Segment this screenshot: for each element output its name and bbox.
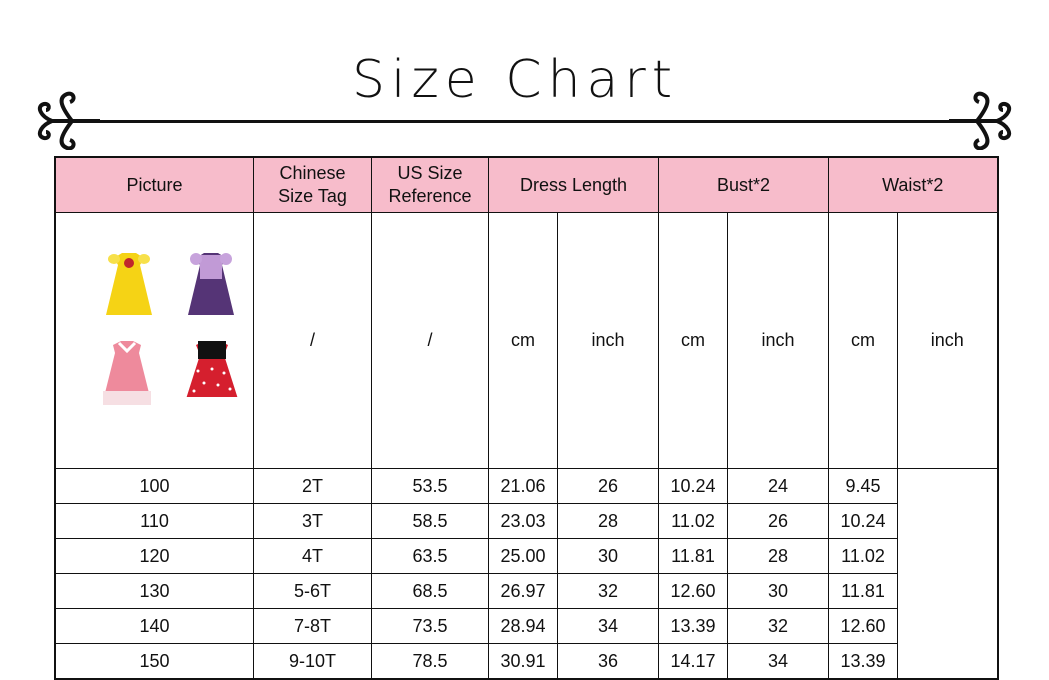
table-cell: 130 <box>54 573 254 609</box>
table-cell: 10.24 <box>658 468 728 504</box>
table-cell: 4T <box>253 538 372 574</box>
table-cell: 36 <box>557 643 659 680</box>
table-cell: 13.39 <box>828 643 898 680</box>
table-cell: 3T <box>253 503 372 539</box>
table-cell: 78.5 <box>371 643 489 680</box>
table-cell: 63.5 <box>371 538 489 574</box>
table-cell: 140 <box>54 608 254 644</box>
red-polka-dot-dress-image <box>186 341 238 405</box>
table-cell: 28 <box>727 538 829 574</box>
unit-cell: cm <box>828 212 898 469</box>
table-cell: 23.03 <box>488 503 558 539</box>
table-cell: 28.94 <box>488 608 558 644</box>
header-chinese-size-tag: Chinese Size Tag <box>253 156 372 213</box>
table-row: 100 2T 53.5 21.06 26 10.24 24 9.45 <box>54 468 998 504</box>
unit-cell: cm <box>658 212 728 469</box>
table-cell: 73.5 <box>371 608 489 644</box>
divider-line <box>95 120 955 123</box>
table-cell: 24 <box>727 468 829 504</box>
page-title: Size Chart <box>352 50 679 110</box>
table-row: 150 9-10T 78.5 30.91 36 14.17 34 13.39 <box>54 643 998 680</box>
table-cell: 34 <box>727 643 829 680</box>
header-bust: Bust*2 <box>658 156 829 213</box>
header-us-size-reference: US Size Reference <box>371 156 489 213</box>
table-row: 110 3T 58.5 23.03 28 11.02 26 10.24 <box>54 503 998 539</box>
table-cell: 14.17 <box>658 643 728 680</box>
table-cell: 25.00 <box>488 538 558 574</box>
unit-cell: inch <box>897 212 998 469</box>
table-cell: 30 <box>727 573 829 609</box>
table-cell: 11.81 <box>658 538 728 574</box>
table-cell: 100 <box>54 468 254 504</box>
header-row: Picture Chinese Size Tag US Size Referen… <box>54 156 998 213</box>
table-cell: 26 <box>727 503 829 539</box>
table-cell: 9.45 <box>828 468 898 504</box>
table-cell: 34 <box>557 608 659 644</box>
purple-dress-image <box>188 253 234 315</box>
unit-cell: inch <box>557 212 659 469</box>
table-cell: 30 <box>557 538 659 574</box>
yellow-dress-image <box>106 253 152 315</box>
table-cell: 11.81 <box>828 573 898 609</box>
table-cell: 2T <box>253 468 372 504</box>
table-cell: 68.5 <box>371 573 489 609</box>
table-cell: 12.60 <box>828 608 898 644</box>
size-chart-table: Picture Chinese Size Tag US Size Referen… <box>54 156 999 680</box>
header-waist: Waist*2 <box>828 156 998 213</box>
table-cell: 32 <box>557 573 659 609</box>
table-cell: 7-8T <box>253 608 372 644</box>
table-cell: 58.5 <box>371 503 489 539</box>
table-cell: 110 <box>54 503 254 539</box>
table-cell: 120 <box>54 538 254 574</box>
table-cell: 150 <box>54 643 254 680</box>
table-cell: 11.02 <box>828 538 898 574</box>
left-flourish-icon <box>37 91 100 150</box>
table-cell: 9-10T <box>253 643 372 680</box>
table-cell: 5-6T <box>253 573 372 609</box>
unit-cell: / <box>253 212 372 469</box>
unit-cell: inch <box>727 212 829 469</box>
table-cell: 12.60 <box>658 573 728 609</box>
table-cell: 21.06 <box>488 468 558 504</box>
pink-dress-image <box>103 341 151 405</box>
table-row: 140 7-8T 73.5 28.94 34 13.39 32 12.60 <box>54 608 998 644</box>
units-row: / / cm inch cm inch cm inch <box>54 212 998 469</box>
right-flourish-icon <box>949 91 1012 150</box>
dress-pictures <box>103 253 238 405</box>
table-cell: 11.02 <box>658 503 728 539</box>
header-picture: Picture <box>54 156 254 213</box>
header-dress-length: Dress Length <box>488 156 659 213</box>
table-cell: 28 <box>557 503 659 539</box>
unit-cell: / <box>371 212 489 469</box>
table-row: 130 5-6T 68.5 26.97 32 12.60 30 11.81 <box>54 573 998 609</box>
table-row: 120 4T 63.5 25.00 30 11.81 28 11.02 <box>54 538 998 574</box>
table-cell: 13.39 <box>658 608 728 644</box>
table-cell: 32 <box>727 608 829 644</box>
table-cell: 26 <box>557 468 659 504</box>
table-cell: 30.91 <box>488 643 558 680</box>
picture-cell <box>54 212 254 469</box>
table-cell: 10.24 <box>828 503 898 539</box>
table-cell: 53.5 <box>371 468 489 504</box>
unit-cell: cm <box>488 212 558 469</box>
table-cell: 26.97 <box>488 573 558 609</box>
